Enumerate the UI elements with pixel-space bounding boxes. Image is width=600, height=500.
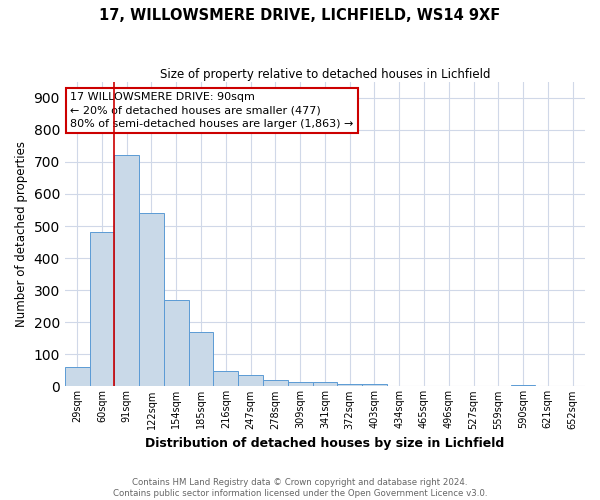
Bar <box>313 382 337 386</box>
Y-axis label: Number of detached properties: Number of detached properties <box>15 141 28 327</box>
Bar <box>89 232 115 386</box>
Text: 17 WILLOWSMERE DRIVE: 90sqm
← 20% of detached houses are smaller (477)
80% of se: 17 WILLOWSMERE DRIVE: 90sqm ← 20% of det… <box>70 92 353 128</box>
X-axis label: Distribution of detached houses by size in Lichfield: Distribution of detached houses by size … <box>145 437 505 450</box>
Bar <box>511 385 535 386</box>
Text: 17, WILLOWSMERE DRIVE, LICHFIELD, WS14 9XF: 17, WILLOWSMERE DRIVE, LICHFIELD, WS14 9… <box>100 8 500 22</box>
Bar <box>214 371 238 386</box>
Text: Contains HM Land Registry data © Crown copyright and database right 2024.
Contai: Contains HM Land Registry data © Crown c… <box>113 478 487 498</box>
Bar <box>115 156 139 386</box>
Bar <box>337 384 362 386</box>
Bar <box>188 332 214 386</box>
Bar <box>65 366 89 386</box>
Bar <box>263 380 288 386</box>
Bar <box>238 375 263 386</box>
Bar <box>362 384 387 386</box>
Bar <box>164 300 188 386</box>
Bar <box>288 382 313 386</box>
Title: Size of property relative to detached houses in Lichfield: Size of property relative to detached ho… <box>160 68 490 80</box>
Bar <box>139 213 164 386</box>
